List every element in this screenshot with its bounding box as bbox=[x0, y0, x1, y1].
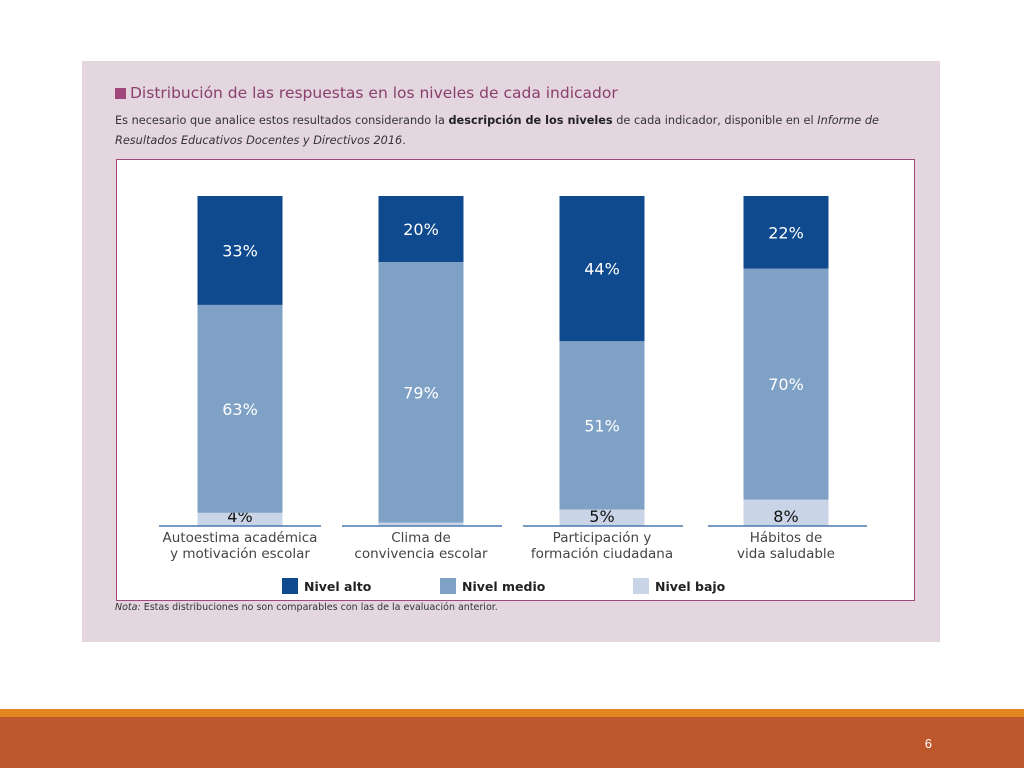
legend-label-nivel-bajo: Nivel bajo bbox=[655, 579, 726, 594]
description: Es necesario que analice estos resultado… bbox=[115, 111, 915, 151]
content-panel: Distribución de las respuestas en los ni… bbox=[82, 61, 940, 642]
legend-label-nivel-medio: Nivel medio bbox=[462, 579, 546, 594]
bar-nivel-alto-participacion-y-formacion-ciudadana bbox=[559, 196, 645, 342]
data-label-nivel-alto-autoestima-academica-y-motivacion-escolar: 33% bbox=[222, 241, 258, 260]
title-row: Distribución de las respuestas en los ni… bbox=[115, 84, 618, 102]
data-label-nivel-alto-clima-de-convivencia-escolar: 20% bbox=[403, 220, 439, 239]
bar-nivel-medio-clima-de-convivencia-escolar bbox=[378, 262, 464, 523]
bar-nivel-bajo-participacion-y-formacion-ciudadana bbox=[559, 509, 645, 526]
data-label-nivel-alto-habitos-de-vida-saludable: 22% bbox=[768, 223, 804, 242]
bar-nivel-medio-participacion-y-formacion-ciudadana bbox=[559, 341, 645, 510]
bar-nivel-bajo-autoestima-academica-y-motivacion-escolar bbox=[197, 512, 283, 526]
legend-label-nivel-alto: Nivel alto bbox=[304, 579, 372, 594]
description-bold: descripción de los niveles bbox=[448, 114, 613, 127]
title-marker-icon bbox=[115, 87, 126, 99]
legend-swatch-nivel-bajo bbox=[633, 578, 649, 594]
category-label-participacion-y-formacion-ciudadana-1: Participación y bbox=[553, 530, 652, 546]
bar-nivel-bajo-habitos-de-vida-saludable bbox=[743, 499, 829, 526]
note-label: Nota: bbox=[115, 602, 141, 613]
chart-note: Nota: Estas distribuciones no son compar… bbox=[115, 602, 498, 613]
data-label-nivel-medio-habitos-de-vida-saludable: 70% bbox=[768, 375, 804, 394]
bar-nivel-alto-clima-de-convivencia-escolar bbox=[378, 196, 464, 262]
description-text-2: de cada indicador, disponible en el bbox=[612, 114, 818, 127]
description-italic: Informe de Resultados Educativos Docente… bbox=[115, 114, 879, 147]
footer-accent-line bbox=[0, 709, 1024, 717]
description-text-3: . bbox=[402, 134, 406, 147]
bar-nivel-bajo-clima-de-convivencia-escolar bbox=[378, 522, 464, 526]
data-label-nivel-alto-participacion-y-formacion-ciudadana: 44% bbox=[584, 260, 620, 279]
footer-bar: 6 bbox=[0, 717, 1024, 768]
data-label-nivel-medio-participacion-y-formacion-ciudadana: 51% bbox=[584, 416, 620, 435]
category-label-habitos-de-vida-saludable-2: vida saludable bbox=[737, 546, 835, 562]
category-label-autoestima-academica-y-motivacion-escolar-2: y motivación escolar bbox=[170, 546, 310, 562]
category-label-clima-de-convivencia-escolar-1: Clima de bbox=[391, 530, 451, 546]
data-label-nivel-bajo-habitos-de-vida-saludable: 8% bbox=[773, 507, 798, 526]
legend-swatch-nivel-alto bbox=[282, 578, 298, 594]
chart-box: 4% 63% 33% Autoestima académica y motivación… bbox=[116, 159, 915, 601]
bar-nivel-medio-habitos-de-vida-saludable bbox=[743, 268, 829, 500]
bar-nivel-alto-habitos-de-vida-saludable bbox=[743, 196, 829, 269]
data-label-nivel-bajo-participacion-y-formacion-ciudadana: 5% bbox=[589, 507, 614, 526]
chart-title: Distribución de las respuestas en los ni… bbox=[130, 84, 618, 102]
category-label-participacion-y-formacion-ciudadana-2: formación ciudadana bbox=[531, 546, 673, 562]
note-text: Estas distribuciones no son comparables … bbox=[140, 602, 498, 613]
description-text-1: Es necesario que analice estos resultado… bbox=[115, 114, 449, 127]
category-label-autoestima-academica-y-motivacion-escolar-1: Autoestima académica bbox=[163, 530, 318, 546]
data-label-nivel-medio-clima-de-convivencia-escolar: 79% bbox=[403, 383, 439, 402]
category-label-habitos-de-vida-saludable-1: Hábitos de bbox=[750, 530, 823, 546]
bar-nivel-alto-autoestima-academica-y-motivacion-escolar bbox=[197, 196, 283, 305]
data-label-nivel-medio-autoestima-academica-y-motivacion-escolar: 63% bbox=[222, 400, 258, 419]
page-number: 6 bbox=[924, 736, 932, 751]
bar-nivel-medio-autoestima-academica-y-motivacion-escolar bbox=[197, 304, 283, 513]
category-label-clima-de-convivencia-escolar-2: convivencia escolar bbox=[354, 546, 488, 562]
legend-swatch-nivel-medio bbox=[440, 578, 456, 594]
